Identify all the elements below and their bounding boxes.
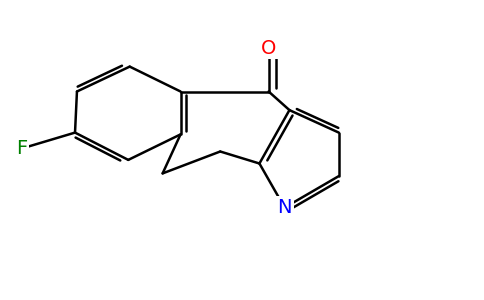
Text: N: N: [277, 198, 292, 217]
Text: F: F: [16, 139, 28, 158]
Text: O: O: [261, 38, 276, 58]
